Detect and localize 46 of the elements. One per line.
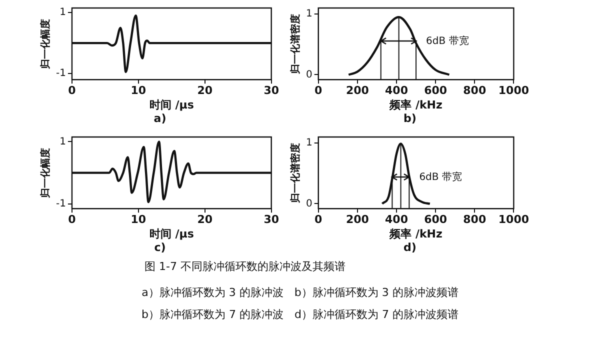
x-axis-title: 时间 /μs (149, 227, 194, 240)
x-tick-label: 600 (424, 84, 448, 98)
x-tick-label: 400 (385, 213, 408, 226)
x-tick-label: 0 (68, 213, 76, 226)
y-axis-title: 归一化幅度 (40, 18, 52, 70)
y-axis-title: 归一化幅度 (40, 148, 52, 199)
y-axis-title: 归一化谱密度 (290, 14, 302, 75)
y-tick-label: -1 (56, 198, 66, 210)
text: 图 1-7 不同脉冲循环数的脉冲波及其频谱 (144, 259, 346, 275)
x-axis-title: 时间 /μs (149, 98, 194, 112)
text: b) (404, 112, 416, 125)
x-tick-label: 20 (197, 84, 213, 98)
text: c) (154, 241, 166, 254)
x-tick-label: 800 (463, 84, 486, 98)
x-tick-label: 600 (424, 213, 448, 226)
x-tick-label: 200 (346, 213, 370, 226)
x-tick-label: 10 (130, 213, 146, 226)
x-tick-label: 0 (68, 84, 76, 98)
x-tick-label: 200 (346, 84, 370, 98)
x-tick-label: 400 (385, 84, 408, 98)
y-tick-label: 1 (60, 136, 66, 148)
x-axis-title: 频率 /kHz (388, 227, 442, 240)
y-tick-label: 1 (60, 7, 66, 18)
y-tick-label: -1 (56, 68, 66, 80)
x-tick-label: 0 (314, 213, 323, 226)
x-tick-label: 30 (264, 84, 280, 98)
x-tick-label: 30 (264, 213, 280, 226)
x-tick-label: 1000 (498, 213, 530, 226)
text: d) (404, 241, 416, 254)
line-series (348, 16, 450, 76)
x-tick-label: 0 (314, 84, 323, 98)
x-tick-label: 800 (463, 213, 486, 226)
y-tick-label: 0 (306, 198, 312, 210)
annotation: 6dB 带宽 (419, 171, 462, 184)
text: a) (154, 112, 166, 125)
x-tick-label: 1000 (498, 84, 530, 98)
y-axis-title: 归一化谱密度 (290, 142, 302, 204)
annotation: 6dB 带宽 (426, 34, 469, 47)
x-axis-title: 频率 /kHz (388, 98, 442, 112)
text: a）脉冲循环数为 3 的脉冲波 b）脉冲循环数为 3 的脉冲波频谱 (142, 285, 458, 301)
y-tick-label: 1 (306, 138, 312, 149)
x-tick-label: 10 (130, 84, 146, 98)
y-tick-label: 0 (306, 69, 312, 80)
y-tick-label: 1 (306, 8, 312, 20)
x-tick-label: 20 (197, 213, 213, 226)
text: b）脉冲循环数为 7 的脉冲波 d）脉冲循环数为 7 的脉冲波频谱 (142, 307, 458, 323)
